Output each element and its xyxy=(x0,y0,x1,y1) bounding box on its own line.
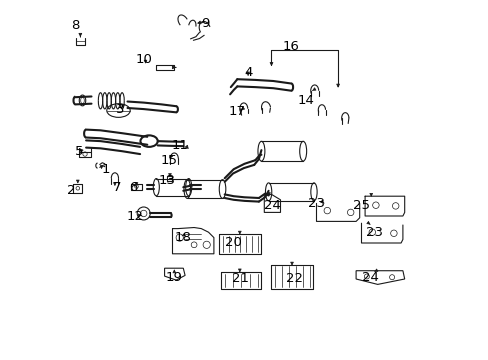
Text: 16: 16 xyxy=(282,40,299,53)
Text: 18: 18 xyxy=(175,231,191,244)
Text: 17: 17 xyxy=(228,105,245,118)
Text: 12: 12 xyxy=(126,210,143,222)
Text: 22: 22 xyxy=(286,273,303,285)
Text: 2: 2 xyxy=(66,184,75,197)
Text: 20: 20 xyxy=(225,237,242,249)
Text: 9: 9 xyxy=(200,17,209,30)
Text: 10: 10 xyxy=(135,53,152,66)
Text: 1: 1 xyxy=(102,163,110,176)
Text: 24: 24 xyxy=(361,271,378,284)
Text: 7: 7 xyxy=(112,181,121,194)
Text: 4: 4 xyxy=(244,66,252,78)
Text: 25: 25 xyxy=(352,199,369,212)
Text: 23: 23 xyxy=(307,197,325,210)
Text: 6: 6 xyxy=(128,181,137,194)
Text: 23: 23 xyxy=(365,226,382,239)
Text: 3: 3 xyxy=(116,103,124,116)
Text: 19: 19 xyxy=(165,271,183,284)
Text: 14: 14 xyxy=(297,94,313,107)
Text: 8: 8 xyxy=(71,19,80,32)
Text: 15: 15 xyxy=(160,154,177,167)
Text: 21: 21 xyxy=(232,273,249,285)
Text: 13: 13 xyxy=(158,174,175,186)
Text: 5: 5 xyxy=(75,145,83,158)
Text: 24: 24 xyxy=(263,199,280,212)
Text: 11: 11 xyxy=(171,139,188,152)
